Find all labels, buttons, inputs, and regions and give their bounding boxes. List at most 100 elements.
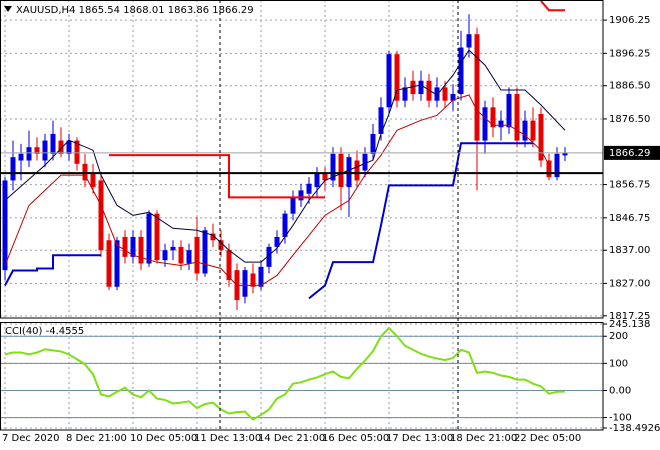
x-tick-label: 22 Dec 05:00 (514, 433, 581, 444)
candle-body (362, 153, 368, 171)
candle-body (42, 140, 48, 161)
x-tick-label: 14 Dec 21:00 (258, 433, 325, 444)
candle-body (274, 236, 280, 247)
y-tick-label: 245.138 (609, 319, 650, 330)
candle-body (186, 250, 192, 264)
candle-body (474, 34, 480, 141)
candle-body (514, 94, 520, 141)
candle-body (178, 246, 184, 264)
candle-body (298, 190, 304, 201)
candle-body (490, 107, 496, 128)
candle-body (434, 87, 440, 101)
candle-body (130, 236, 136, 257)
candle-body (98, 180, 104, 251)
y-tick-label: 1817.25 (609, 311, 650, 322)
candle-body (226, 250, 232, 281)
candle-body (154, 213, 160, 261)
candle-body (498, 120, 504, 128)
candle-body (74, 140, 80, 164)
candle-body (546, 160, 552, 178)
candle-body (266, 246, 272, 267)
candle-body (314, 173, 320, 188)
candle-body (554, 153, 560, 178)
candle-body (90, 173, 96, 188)
candle-body (202, 230, 208, 274)
candle-body (242, 270, 248, 297)
open-value: 1865.54 (79, 5, 120, 16)
candle-body (146, 213, 152, 264)
candle-body (338, 153, 344, 188)
candle-body (114, 240, 120, 287)
y-tick-label: -100 (609, 413, 632, 424)
candle-body (426, 80, 432, 101)
price-label: 1866.29 (609, 148, 650, 159)
y-tick-label: 1886.50 (609, 81, 650, 92)
y-tick-label: 1856.75 (609, 180, 650, 191)
close-value: 1866.29 (212, 5, 253, 16)
indicator-line (109, 0, 565, 199)
x-tick-label: 8 Dec 21:00 (66, 433, 127, 444)
y-tick-label: -138.4926 (609, 423, 660, 434)
candle-body (322, 173, 328, 181)
candle-body (34, 147, 40, 154)
y-tick-label: 100 (609, 358, 628, 369)
symbol: XAUUSD,H4 (16, 5, 75, 16)
candle-body (106, 240, 112, 287)
x-tick-label: 10 Dec 05:00 (130, 433, 197, 444)
candle-body (394, 54, 400, 101)
candle-body (194, 236, 200, 274)
candle-body (538, 113, 544, 161)
candle-body (2, 180, 8, 271)
price-label-box (604, 145, 660, 160)
overlays (4, 0, 566, 300)
candle-body (378, 107, 384, 134)
candle-body (354, 160, 360, 181)
candle-body (450, 94, 456, 101)
main-panel-border (0, 0, 604, 319)
candle-body (122, 236, 128, 257)
candle-body (162, 250, 168, 261)
indicator-line (4, 94, 550, 286)
candle-body (562, 152, 568, 156)
candle-body (306, 183, 312, 194)
y-tick-label: 1846.75 (609, 213, 650, 224)
high-value: 1868.01 (123, 5, 164, 16)
candle-body (290, 197, 296, 214)
candle-body (386, 54, 392, 108)
x-tick-label: 7 Dec 2020 (2, 433, 60, 444)
candle-body (442, 87, 448, 101)
cci-value: -4.4555 (46, 326, 85, 337)
candle-body (10, 157, 16, 181)
candle-body (250, 273, 256, 287)
chart-title: XAUUSD,H4 1865.54 1868.01 1863.86 1866.2… (16, 5, 254, 16)
y-tick-label: 1827.00 (609, 278, 650, 289)
candles (2, 14, 568, 311)
y-tick-label: 1896.25 (609, 48, 650, 59)
candle-body (418, 80, 424, 95)
x-tick-label: 16 Dec 05:00 (322, 433, 389, 444)
candle-body (138, 236, 144, 264)
y-tick-label: 0.00 (609, 385, 631, 396)
y-tick-label: 1876.50 (609, 114, 650, 125)
candle-body (402, 87, 408, 101)
indicator-line (4, 49, 566, 263)
candle-body (482, 107, 488, 141)
candle-body (522, 120, 528, 141)
y-tick-label: 1837.00 (609, 245, 650, 256)
menu-arrow (4, 6, 12, 12)
candle-body (18, 153, 24, 161)
low-value: 1863.86 (168, 5, 209, 16)
cci-name: CCI(40) (5, 326, 43, 337)
candle-body (258, 266, 264, 287)
candle-body (458, 47, 464, 95)
x-tick-label: 18 Dec 21:00 (450, 433, 517, 444)
candle-body (26, 147, 32, 161)
candle-body (66, 140, 72, 154)
x-tick-label: 11 Dec 13:00 (194, 433, 261, 444)
candle-body (506, 94, 512, 128)
candle-body (50, 133, 56, 154)
cci-panel-border (0, 322, 604, 431)
x-tick-label: 17 Dec 13:00 (386, 433, 453, 444)
